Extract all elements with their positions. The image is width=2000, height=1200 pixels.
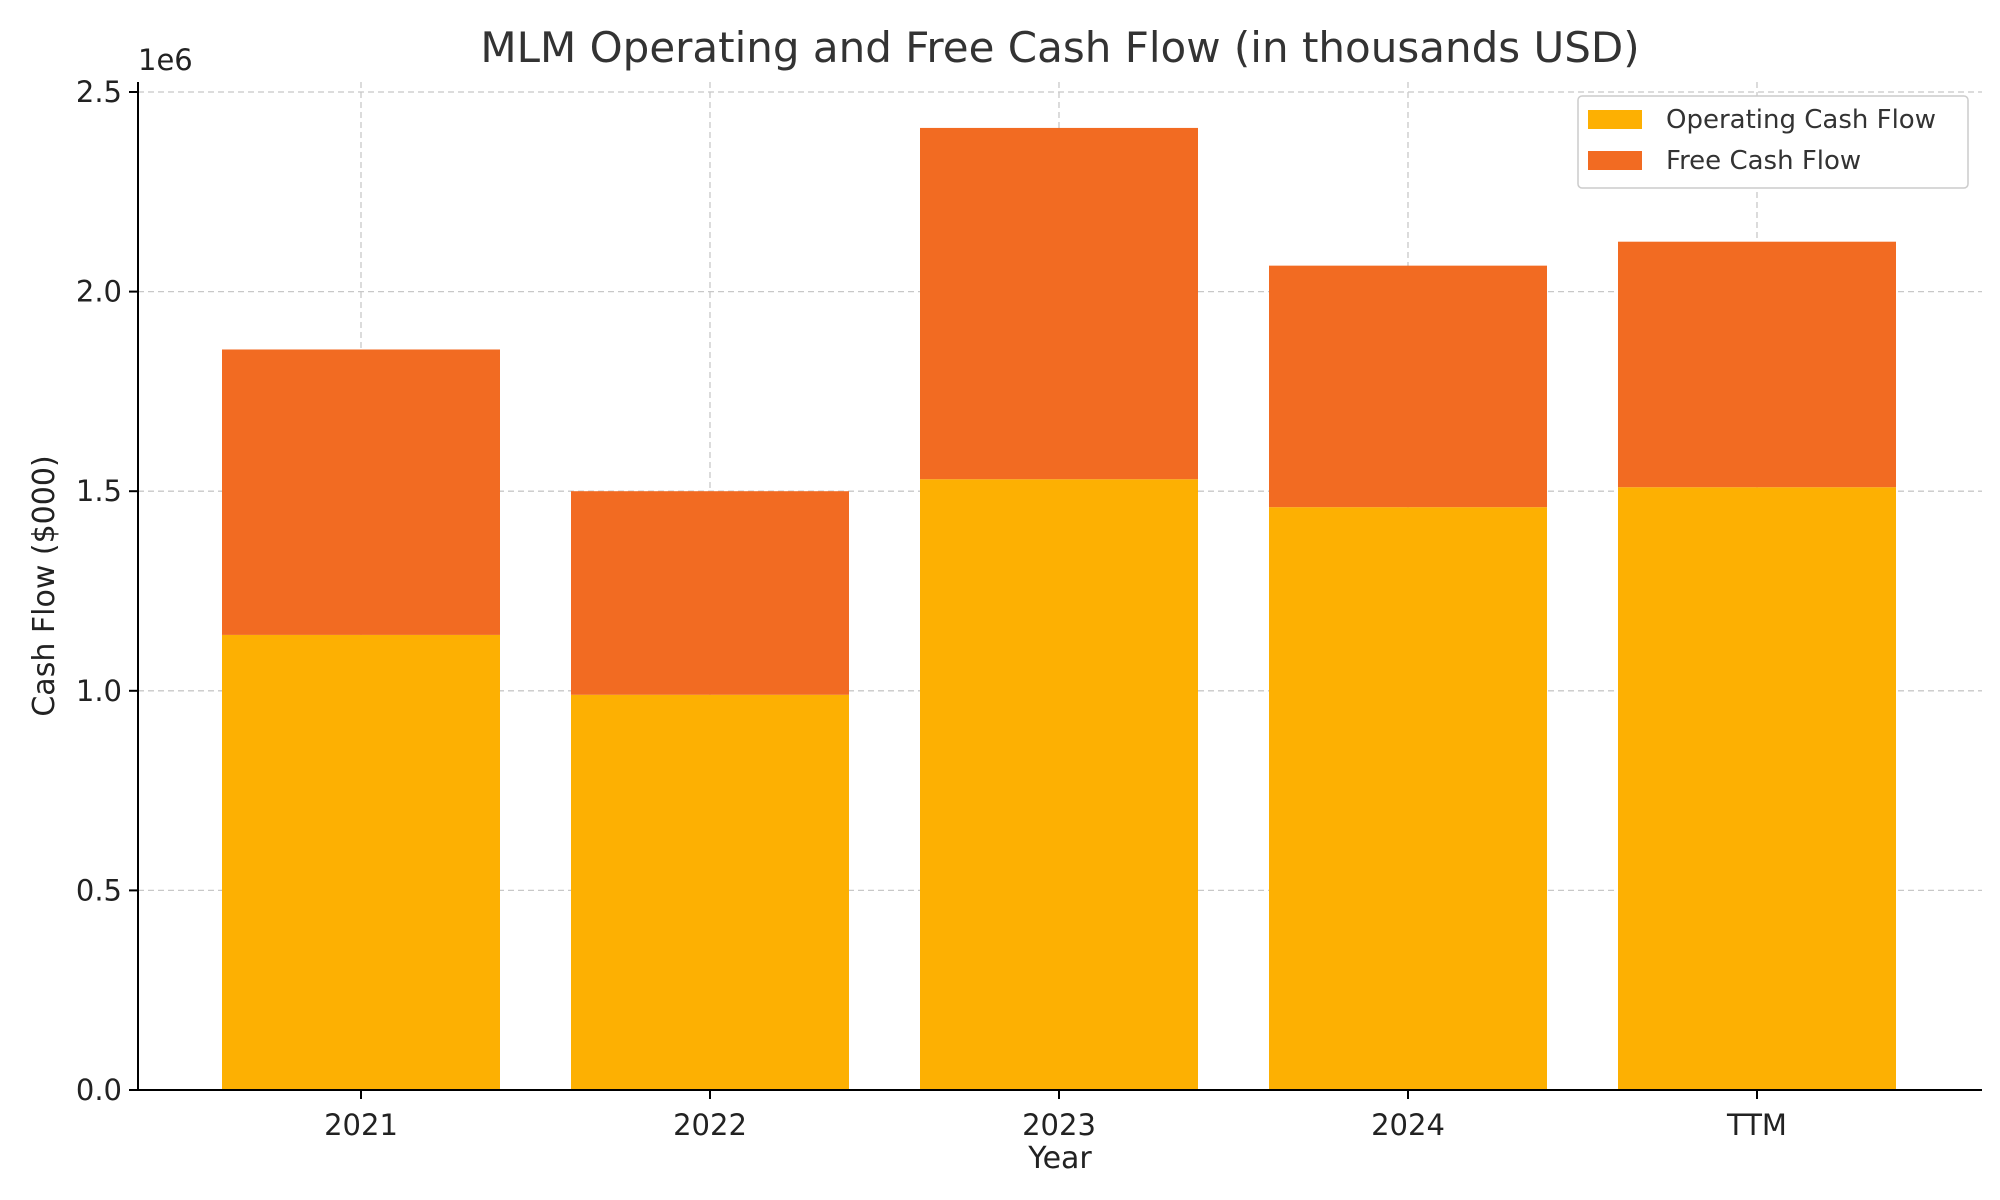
bar-free-cash-flow-2024 [1269, 265, 1547, 508]
legend-swatch-operating-cash-flow [1588, 110, 1642, 129]
bars [222, 127, 1896, 1091]
x-ticks: 2021 2022 2023 2024 TTM [324, 1090, 1787, 1142]
y-ticks: 0.0 0.5 1.0 1.5 2.0 2.5 [76, 75, 138, 1107]
y-axis-label: Cash Flow ($000) [27, 455, 62, 716]
legend-label-operating-cash-flow: Operating Cash Flow [1666, 105, 1936, 135]
y-offset-label: 1e6 [138, 43, 193, 77]
y-tick-label: 1.0 [76, 674, 122, 708]
x-axis-label: Year [1027, 1141, 1092, 1176]
bar-operating-cash-flow-2022 [571, 694, 849, 1090]
bar-operating-cash-flow-ttm [1618, 487, 1896, 1090]
x-tick-label: 2022 [673, 1108, 747, 1142]
bar-operating-cash-flow-2021 [222, 634, 500, 1090]
bar-free-cash-flow-2021 [222, 349, 500, 635]
y-tick-label: 0.5 [76, 873, 122, 907]
legend-swatch-free-cash-flow [1588, 151, 1642, 170]
y-tick-label: 2.0 [76, 275, 122, 309]
x-tick-label: 2021 [324, 1108, 398, 1142]
bar-operating-cash-flow-2023 [920, 479, 1198, 1090]
x-tick-label: 2023 [1022, 1108, 1096, 1142]
y-tick-label: 0.0 [76, 1073, 122, 1107]
y-tick-label: 1.5 [76, 474, 122, 508]
legend: Operating Cash Flow Free Cash Flow [1577, 95, 1969, 189]
legend-label-free-cash-flow: Free Cash Flow [1666, 146, 1861, 176]
legend-box [1577, 95, 1969, 189]
x-tick-label: 2024 [1371, 1108, 1445, 1142]
chart-title: MLM Operating and Free Cash Flow (in tho… [480, 23, 1639, 72]
bar-free-cash-flow-2022 [571, 491, 849, 695]
x-tick-label: TTM [1726, 1108, 1787, 1142]
bar-free-cash-flow-2023 [920, 127, 1198, 480]
bar-operating-cash-flow-2024 [1269, 507, 1547, 1091]
bar-free-cash-flow-ttm [1618, 241, 1896, 488]
y-tick-label: 2.5 [76, 75, 122, 109]
